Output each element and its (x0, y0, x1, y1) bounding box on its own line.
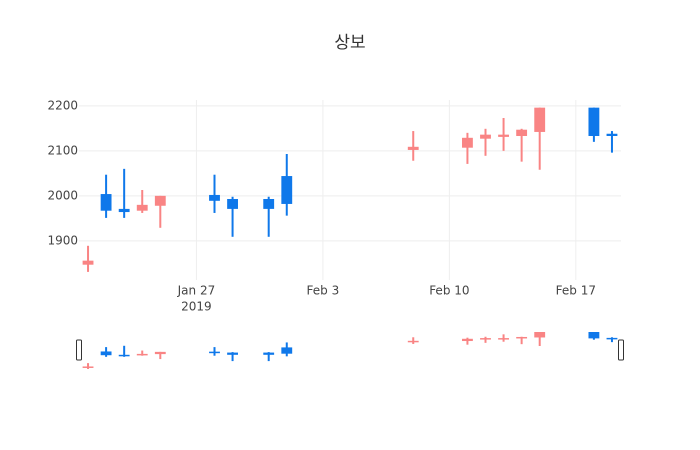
candle-body (281, 176, 293, 204)
slider-candle-body (516, 336, 528, 339)
slider-candle-body (462, 338, 473, 342)
x-tick-label: Feb 3 (307, 284, 340, 298)
candle-body (407, 146, 419, 150)
candle-body (516, 129, 528, 136)
slider-candle-body (606, 337, 618, 340)
slider-candle-body (281, 347, 293, 354)
candle-body (227, 199, 238, 209)
slider-candle-body (263, 352, 275, 355)
slider-candle-body (82, 366, 94, 368)
slider-candle-body (209, 351, 220, 354)
candle-body (498, 134, 509, 137)
slider-candle-body (227, 352, 238, 355)
slider-candle-body (136, 353, 148, 356)
chart-title: 상보 (334, 33, 365, 53)
candle-body (100, 194, 112, 211)
candle-body (154, 195, 166, 206)
slider-candle-body (407, 340, 419, 343)
candle-body (82, 260, 94, 265)
x-tick-label: Jan 27 (177, 284, 216, 298)
candle-body (606, 133, 618, 136)
y-tick-label: 2200 (47, 98, 78, 112)
candle-body (480, 134, 491, 139)
candle-body (534, 107, 546, 132)
slider-candle-body (480, 338, 491, 340)
slider-candle-body (100, 351, 112, 356)
slider-candle-body (588, 332, 600, 339)
candle-body (462, 137, 473, 148)
x-year-label: 2019 (181, 300, 212, 314)
candle-body (118, 208, 130, 213)
slider-candle-body (154, 351, 166, 355)
x-tick-label: Feb 17 (556, 284, 596, 298)
x-tick-label: Feb 10 (429, 284, 469, 298)
slider-candle-body (534, 332, 546, 338)
slider-handle (76, 339, 82, 361)
y-tick-label: 1900 (47, 233, 78, 247)
y-tick-label: 2000 (47, 188, 78, 202)
candle-body (136, 204, 148, 211)
y-tick-label: 2100 (47, 143, 78, 157)
slider-candle-body (118, 354, 130, 357)
candle-body (588, 107, 600, 136)
slider-handle (618, 339, 624, 361)
candle-body (263, 199, 275, 209)
slider-candle-body (498, 338, 509, 340)
candle-body (209, 194, 220, 201)
